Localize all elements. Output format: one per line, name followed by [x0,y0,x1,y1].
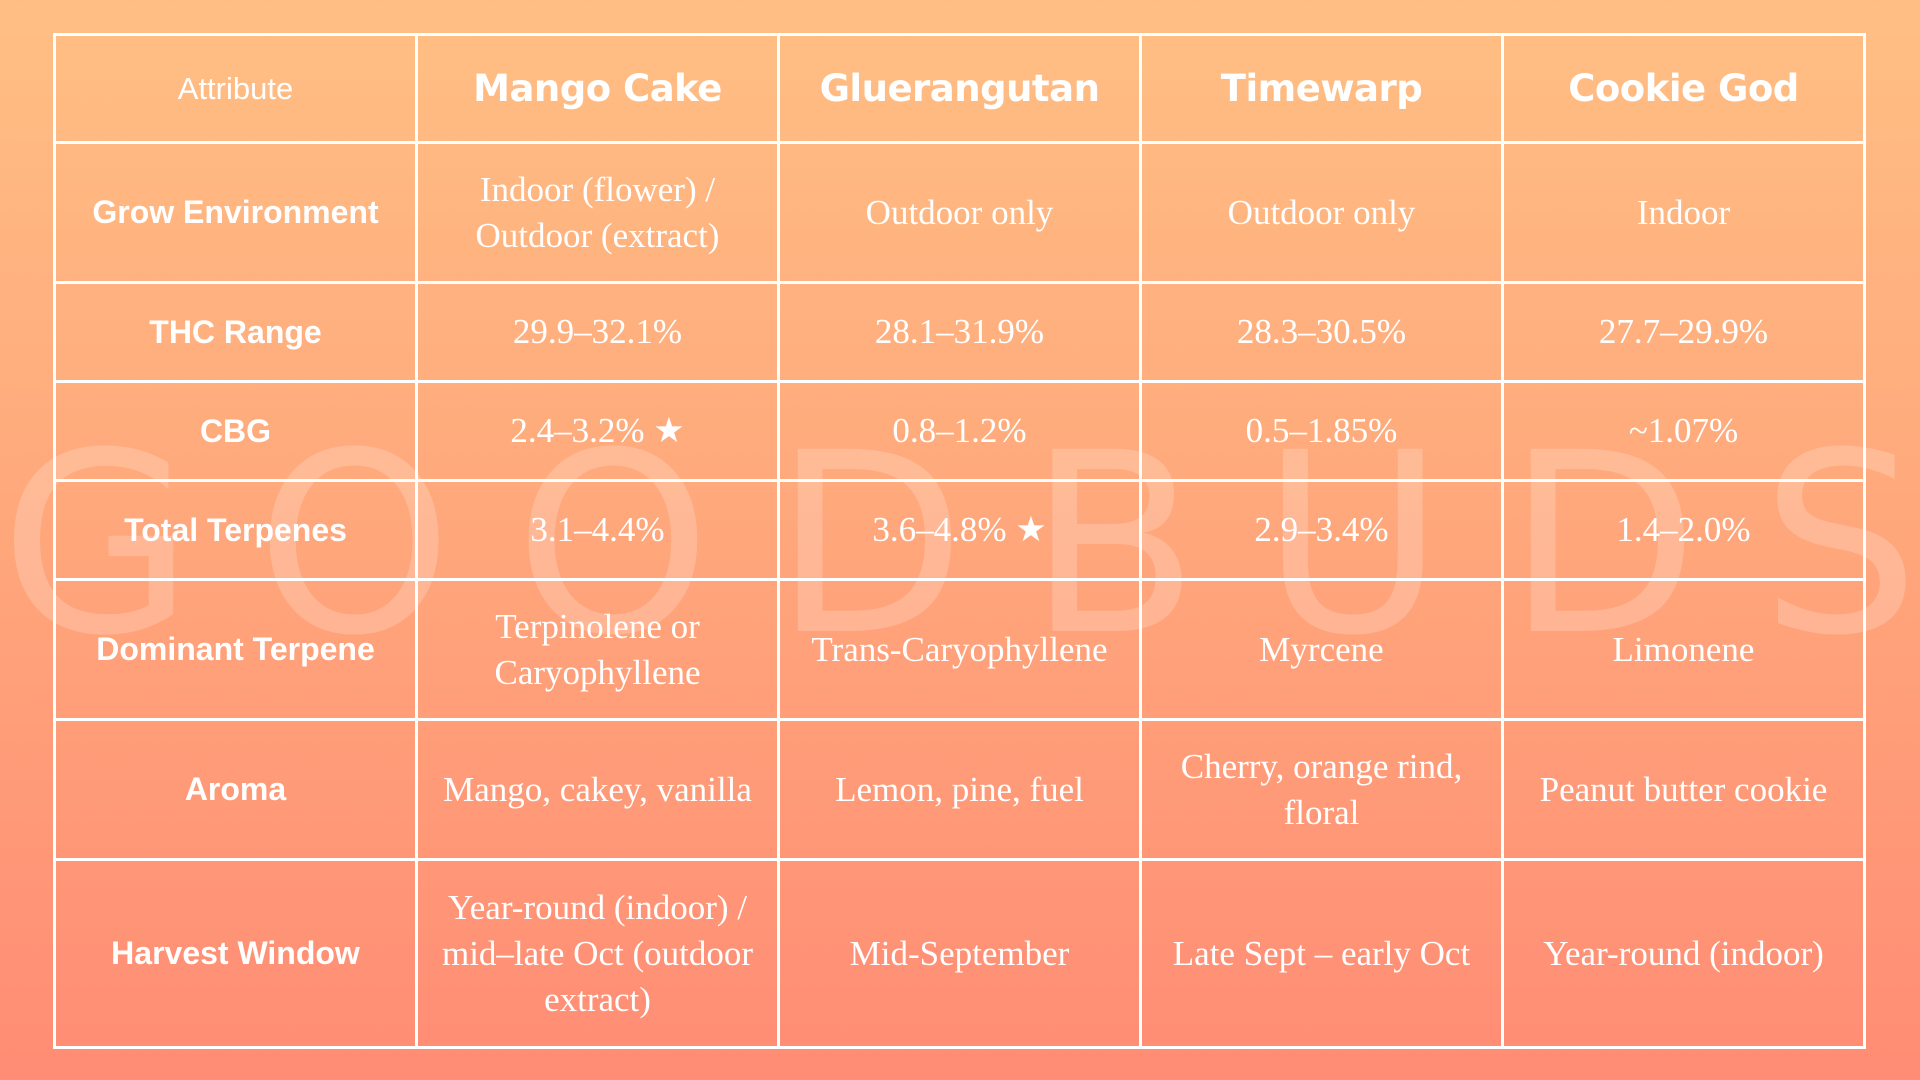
table-cell: Terpinolene or Caryophyllene [415,578,780,721]
table-cell: Late Sept – early Oct [1139,858,1504,1049]
table-cell: Peanut butter cookie [1501,718,1866,861]
table-cell: Indoor [1501,141,1866,284]
table-cell: Myrcene [1139,578,1504,721]
row-label: Grow Environment [53,141,418,284]
table-cell: 2.4–3.2% ★ [415,380,780,482]
table-row-aroma: Aroma Mango, cakey, vanilla Lemon, pine,… [53,718,1866,861]
table-cell: Year-round (indoor) [1501,858,1866,1049]
table-cell: 29.9–32.1% [415,281,780,383]
row-label: Aroma [53,718,418,861]
row-label: Total Terpenes [53,479,418,581]
table-row-grow-environment: Grow Environment Indoor (flower) / Outdo… [53,141,1866,284]
strain-header-mango-cake: Mango Cake [415,33,780,144]
strain-header-cookie-god: Cookie God [1501,33,1866,144]
strain-header-gluerangutan: Gluerangutan [777,33,1142,144]
row-label: Dominant Terpene [53,578,418,721]
table-cell: Limonene [1501,578,1866,721]
table-cell: Outdoor only [777,141,1142,284]
table-row-cbg: CBG 2.4–3.2% ★ 0.8–1.2% 0.5–1.85% ~1.07% [53,380,1866,482]
row-label: CBG [53,380,418,482]
strain-header-timewarp: Timewarp [1139,33,1504,144]
table-cell: 28.3–30.5% [1139,281,1504,383]
table-cell: Year-round (indoor) / mid–late Oct (outd… [415,858,780,1049]
table-cell: 0.8–1.2% [777,380,1142,482]
table-cell: Indoor (flower) / Outdoor (extract) [415,141,780,284]
attribute-header: Attribute [53,33,418,144]
table-row-harvest-window: Harvest Window Year-round (indoor) / mid… [53,858,1866,1049]
table-cell: 28.1–31.9% [777,281,1142,383]
table-cell: 1.4–2.0% [1501,479,1866,581]
table-cell: 2.9–3.4% [1139,479,1504,581]
table-row-dominant-terpene: Dominant Terpene Terpinolene or Caryophy… [53,578,1866,721]
table-cell: ~1.07% [1501,380,1866,482]
row-label: THC Range [53,281,418,383]
table-cell: Mid-September [777,858,1142,1049]
table-cell: 27.7–29.9% [1501,281,1866,383]
table-cell: Trans-Caryophyllene [777,578,1142,721]
row-label: Harvest Window [53,858,418,1049]
table-cell: 3.1–4.4% [415,479,780,581]
table-cell: 0.5–1.85% [1139,380,1504,482]
table-cell: Cherry, orange rind, floral [1139,718,1504,861]
strain-comparison-table: Attribute Mango Cake Gluerangutan Timewa… [53,33,1866,1049]
table-row-thc-range: THC Range 29.9–32.1% 28.1–31.9% 28.3–30.… [53,281,1866,383]
table-cell: 3.6–4.8% ★ [777,479,1142,581]
table-header-row: Attribute Mango Cake Gluerangutan Timewa… [53,33,1866,144]
table-row-total-terpenes: Total Terpenes 3.1–4.4% 3.6–4.8% ★ 2.9–3… [53,479,1866,581]
table-cell: Mango, cakey, vanilla [415,718,780,861]
table-cell: Outdoor only [1139,141,1504,284]
table-cell: Lemon, pine, fuel [777,718,1142,861]
